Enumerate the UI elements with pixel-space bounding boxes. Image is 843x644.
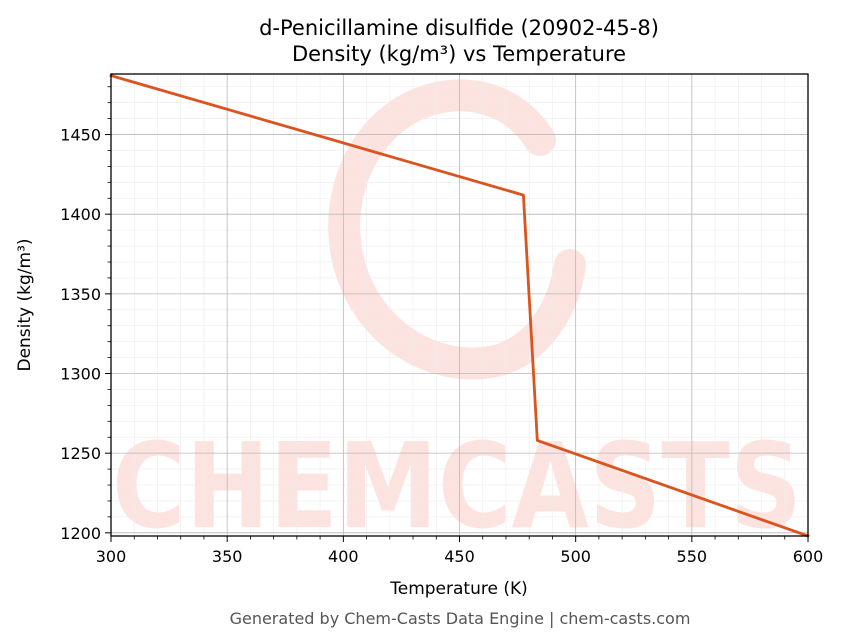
x-axis: 300 350 400 450 500 550 600	[96, 536, 824, 566]
x-tick-label: 350	[212, 547, 243, 566]
series-layer	[109, 73, 810, 538]
x-tick-label: 500	[560, 547, 591, 566]
x-tick-label: 400	[328, 547, 359, 566]
y-tick-label: 1300	[60, 365, 101, 384]
y-tick-label: 1350	[60, 285, 101, 304]
y-tick-label: 1200	[60, 524, 101, 543]
chart-title-line1: d-Penicillamine disulfide (20902-45-8)	[259, 16, 659, 40]
y-tick-label: 1250	[60, 444, 101, 463]
density-series-line	[109, 73, 810, 538]
y-tick-label: 1450	[60, 126, 101, 145]
watermark-text: CHEMCASTS	[112, 417, 802, 555]
footer-credit: Generated by Chem-Casts Data Engine | ch…	[230, 609, 691, 628]
y-tick-label: 1400	[60, 205, 101, 224]
x-tick-label: 550	[677, 547, 708, 566]
y-axis: 1200 1250 1300 1350 1400 1450	[60, 86, 111, 543]
x-tick-label: 300	[96, 547, 127, 566]
x-tick-label: 600	[793, 547, 824, 566]
chart-title-line2: Density (kg/m³) vs Temperature	[292, 42, 626, 66]
y-axis-label: Density (kg/m³)	[15, 238, 35, 371]
x-axis-label: Temperature (K)	[389, 579, 528, 599]
x-tick-label: 450	[444, 547, 475, 566]
